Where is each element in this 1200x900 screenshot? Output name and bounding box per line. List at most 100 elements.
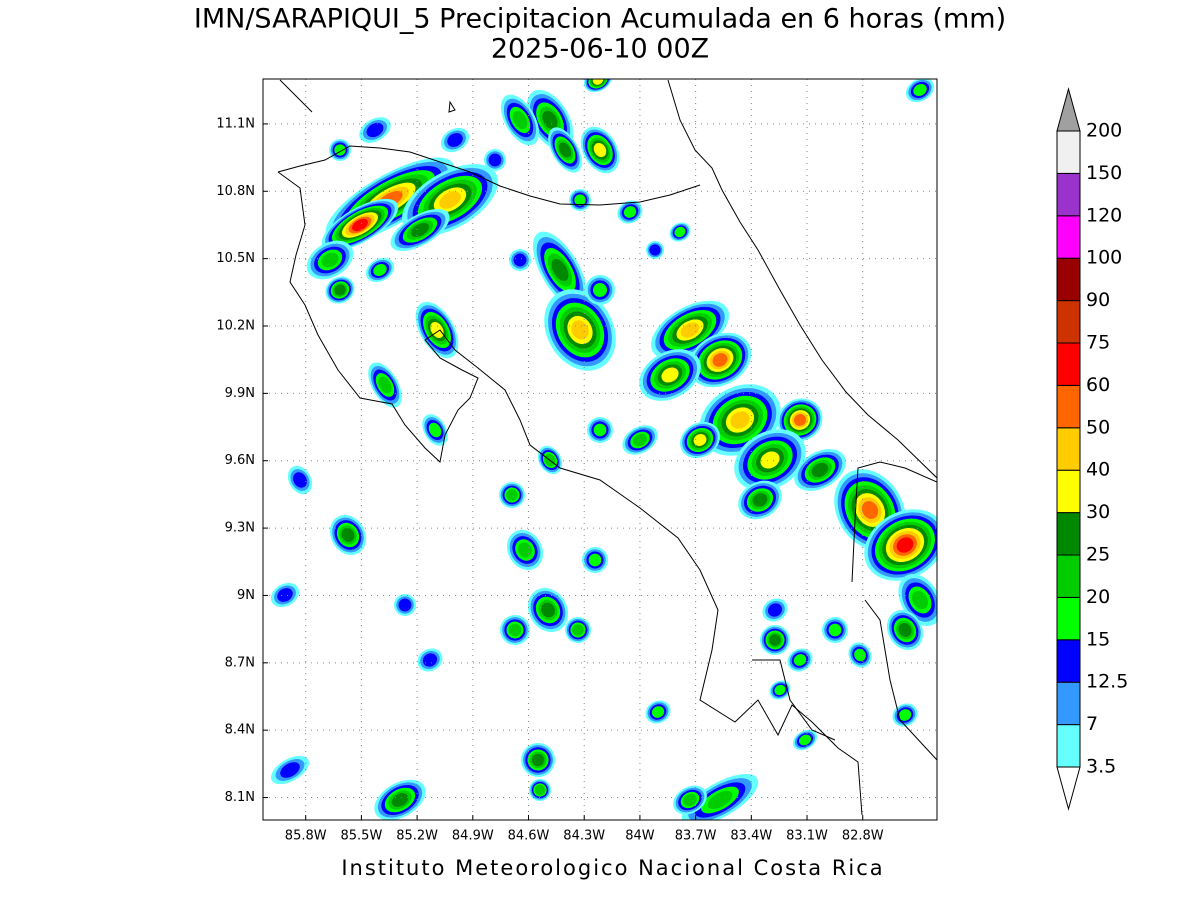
colorbar-label: 20 [1086,586,1110,608]
precip-contour [896,537,914,553]
y-tick-label: 9.6N [225,453,255,468]
precip-contour [683,793,697,807]
x-tick-label: 85.8W [285,829,327,844]
precip-contour [767,603,783,617]
colorbar-segment [1056,681,1081,726]
colorbar-label: 50 [1086,416,1110,438]
colorbar-label: 120 [1086,204,1122,226]
colorbar-label: 100 [1086,247,1122,269]
colorbar-label: 90 [1086,289,1110,311]
colorbar-segment [1056,215,1081,259]
precip-contour [861,501,879,519]
coastlines [277,79,937,816]
precip-contour [488,153,502,167]
precip-contour [680,322,700,338]
x-tick-label: 84.6W [508,829,550,844]
precip-contour [551,258,569,282]
colorbar-label: 200 [1086,120,1122,142]
colorbar-segment [1056,130,1081,174]
y-tick-label: 9.9N [225,386,255,401]
precip-contour [366,122,384,138]
y-tick-label: 9.3N [225,521,255,536]
precip-contour [752,493,768,507]
precip-contour [707,790,733,810]
precip-contour [572,624,584,636]
precip-contour [534,784,546,796]
colorbar-label: 15 [1086,628,1110,650]
x-tick-label: 84.9W [452,829,494,844]
precip-contour [913,83,927,97]
map-subtitle: 2025-06-10 00Z [491,34,709,65]
precip-contour [623,206,637,218]
x-tick-label: 85.5W [341,829,383,844]
precip-contour [674,226,686,238]
precip-contour [760,451,780,469]
precip-contour [712,353,728,367]
precip-contour [334,284,346,296]
colorbar-segment [1056,342,1081,386]
colorbar-label: 3.5 [1086,756,1116,778]
precip-contour [513,253,527,267]
y-tick-label: 11.1N [216,116,255,131]
colorbar-segment [1056,554,1081,598]
precip-contour [277,588,293,602]
precip-contour [378,376,392,394]
footer: Instituto Meteorologico Nacional Costa R… [341,856,884,880]
axes: 85.8W 85.5W 85.2W 84.9W 84.6W 84.3W 84W 83.7W 83… [216,116,883,843]
precip-contour [593,423,607,437]
map-title: IMN/SARAPIQUI_5 Precipitacion Acumulada … [194,4,1006,35]
x-tick-label: 84W [625,829,655,844]
precip-contour [911,590,929,610]
x-tick-label: 82.8W [842,829,884,844]
colorbar: 3.5 7 12.5 15 20 25 30 40 50 60 75 90 100 120 150 200 [1056,87,1128,811]
precip-contour [341,528,355,542]
precip-contour [541,602,555,618]
precip-contour [774,684,786,696]
precipitation-field [270,79,937,820]
x-tick-label: 83.1W [786,829,828,844]
precip-contour [373,263,387,277]
precip-contour [633,433,647,447]
precip-contour [593,142,607,158]
precip-contour [280,762,300,778]
colorbar-segment [1056,724,1081,768]
x-tick-label: 85.2W [396,829,438,844]
precip-contour [428,422,442,438]
precip-contour [506,489,518,501]
colorbar-segment [1056,469,1081,514]
precip-contour [447,133,463,147]
colorbar-segment [1056,257,1081,302]
precip-contour [828,623,842,637]
precip-contour [693,433,707,447]
y-tick-label: 10.2N [216,319,255,334]
precip-contour [592,79,604,85]
border [277,145,701,206]
colorbar-segment [1056,512,1081,556]
colorbar-segment [1056,639,1081,683]
colorbar-segment [1056,596,1081,641]
precip-contour [811,462,829,478]
x-tick-label: 84.3W [563,829,605,844]
coastline [279,79,313,113]
colorbar-label: 40 [1086,459,1110,481]
precip-contour [293,472,307,488]
precip-contour [588,553,602,567]
colorbar-over [1056,87,1081,132]
precip-contour [898,709,912,721]
colorbar-label: 7 [1086,713,1098,735]
precip-contour [542,110,558,130]
y-tick-label: 9N [237,588,255,603]
precip-contour [574,194,586,206]
precip-contour [512,110,528,130]
colorbar-label: 60 [1086,374,1110,396]
x-tick-label: 83.7W [675,829,717,844]
colorbar-segment [1056,172,1081,217]
colorbar-label: 150 [1086,162,1122,184]
coastline [277,171,863,816]
y-tick-label: 10.5N [216,251,255,266]
y-tick-label: 10.8N [216,184,255,199]
island [448,100,456,113]
precip-contour [558,142,572,158]
colorbar-segment [1056,384,1081,429]
